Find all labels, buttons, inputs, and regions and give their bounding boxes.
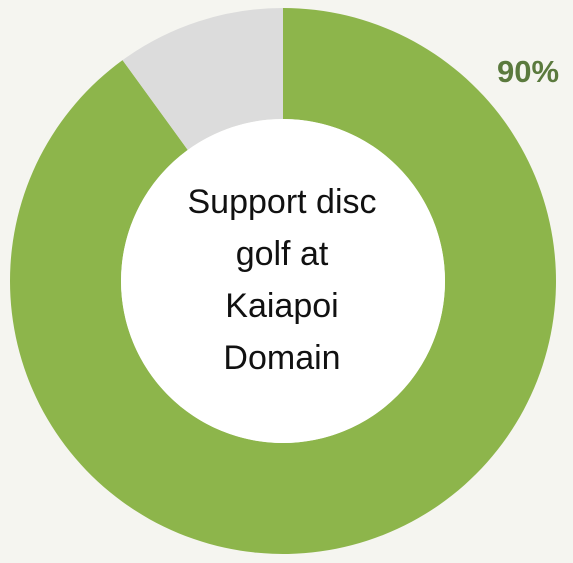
donut-slices bbox=[9, 8, 557, 554]
donut-hole bbox=[121, 119, 445, 443]
donut-slice-other bbox=[122, 8, 283, 150]
center-label-line-3: Kaiapoi bbox=[225, 287, 339, 325]
donut-slice-support bbox=[9, 8, 557, 554]
center-label-line-2: golf at bbox=[235, 235, 329, 273]
center-label-line-4: Domain bbox=[223, 339, 341, 377]
center-label-line-1: Support disc bbox=[187, 183, 377, 221]
center-label: Support disc golf at Kaiapoi Domain bbox=[172, 176, 392, 384]
slice-data-label: 90% bbox=[497, 54, 560, 89]
